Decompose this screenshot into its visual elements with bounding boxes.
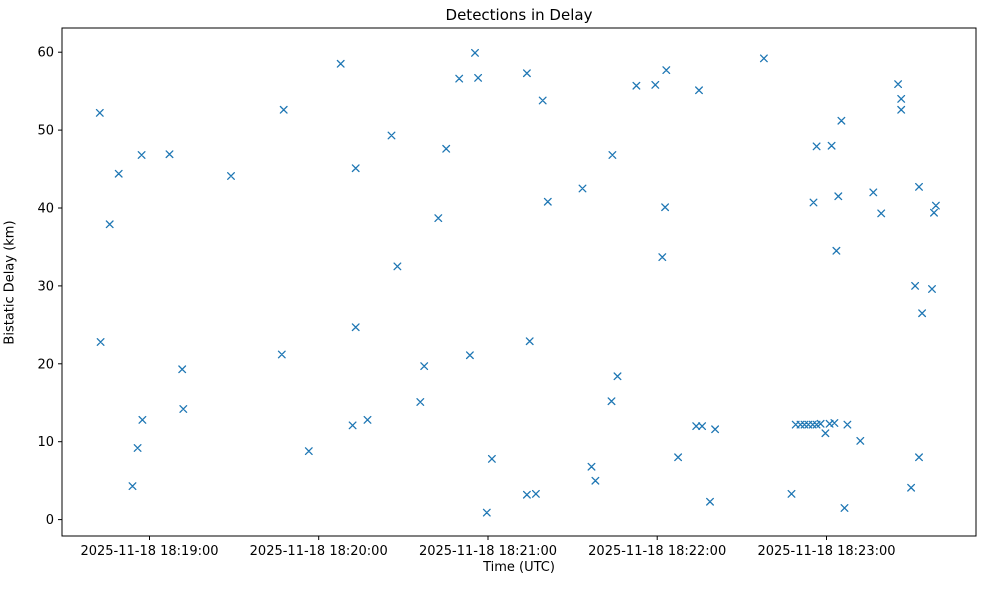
svg-text:2025-11-18 18:23:00: 2025-11-18 18:23:00 xyxy=(757,544,895,559)
svg-text:30: 30 xyxy=(37,279,54,294)
y-axis-label: Bistatic Delay (km) xyxy=(2,220,18,345)
svg-text:10: 10 xyxy=(37,435,54,450)
svg-text:20: 20 xyxy=(37,357,54,372)
x-axis-label: Time (UTC) xyxy=(483,560,555,575)
chart-title: Detections in Delay xyxy=(445,6,593,24)
svg-text:2025-11-18 18:21:00: 2025-11-18 18:21:00 xyxy=(419,544,557,559)
svg-text:0: 0 xyxy=(46,513,54,528)
svg-text:2025-11-18 18:19:00: 2025-11-18 18:19:00 xyxy=(80,544,218,559)
svg-text:2025-11-18 18:20:00: 2025-11-18 18:20:00 xyxy=(250,544,388,559)
svg-text:2025-11-18 18:22:00: 2025-11-18 18:22:00 xyxy=(588,544,726,559)
svg-text:40: 40 xyxy=(37,202,54,217)
svg-text:50: 50 xyxy=(37,124,54,139)
svg-text:60: 60 xyxy=(37,46,54,61)
